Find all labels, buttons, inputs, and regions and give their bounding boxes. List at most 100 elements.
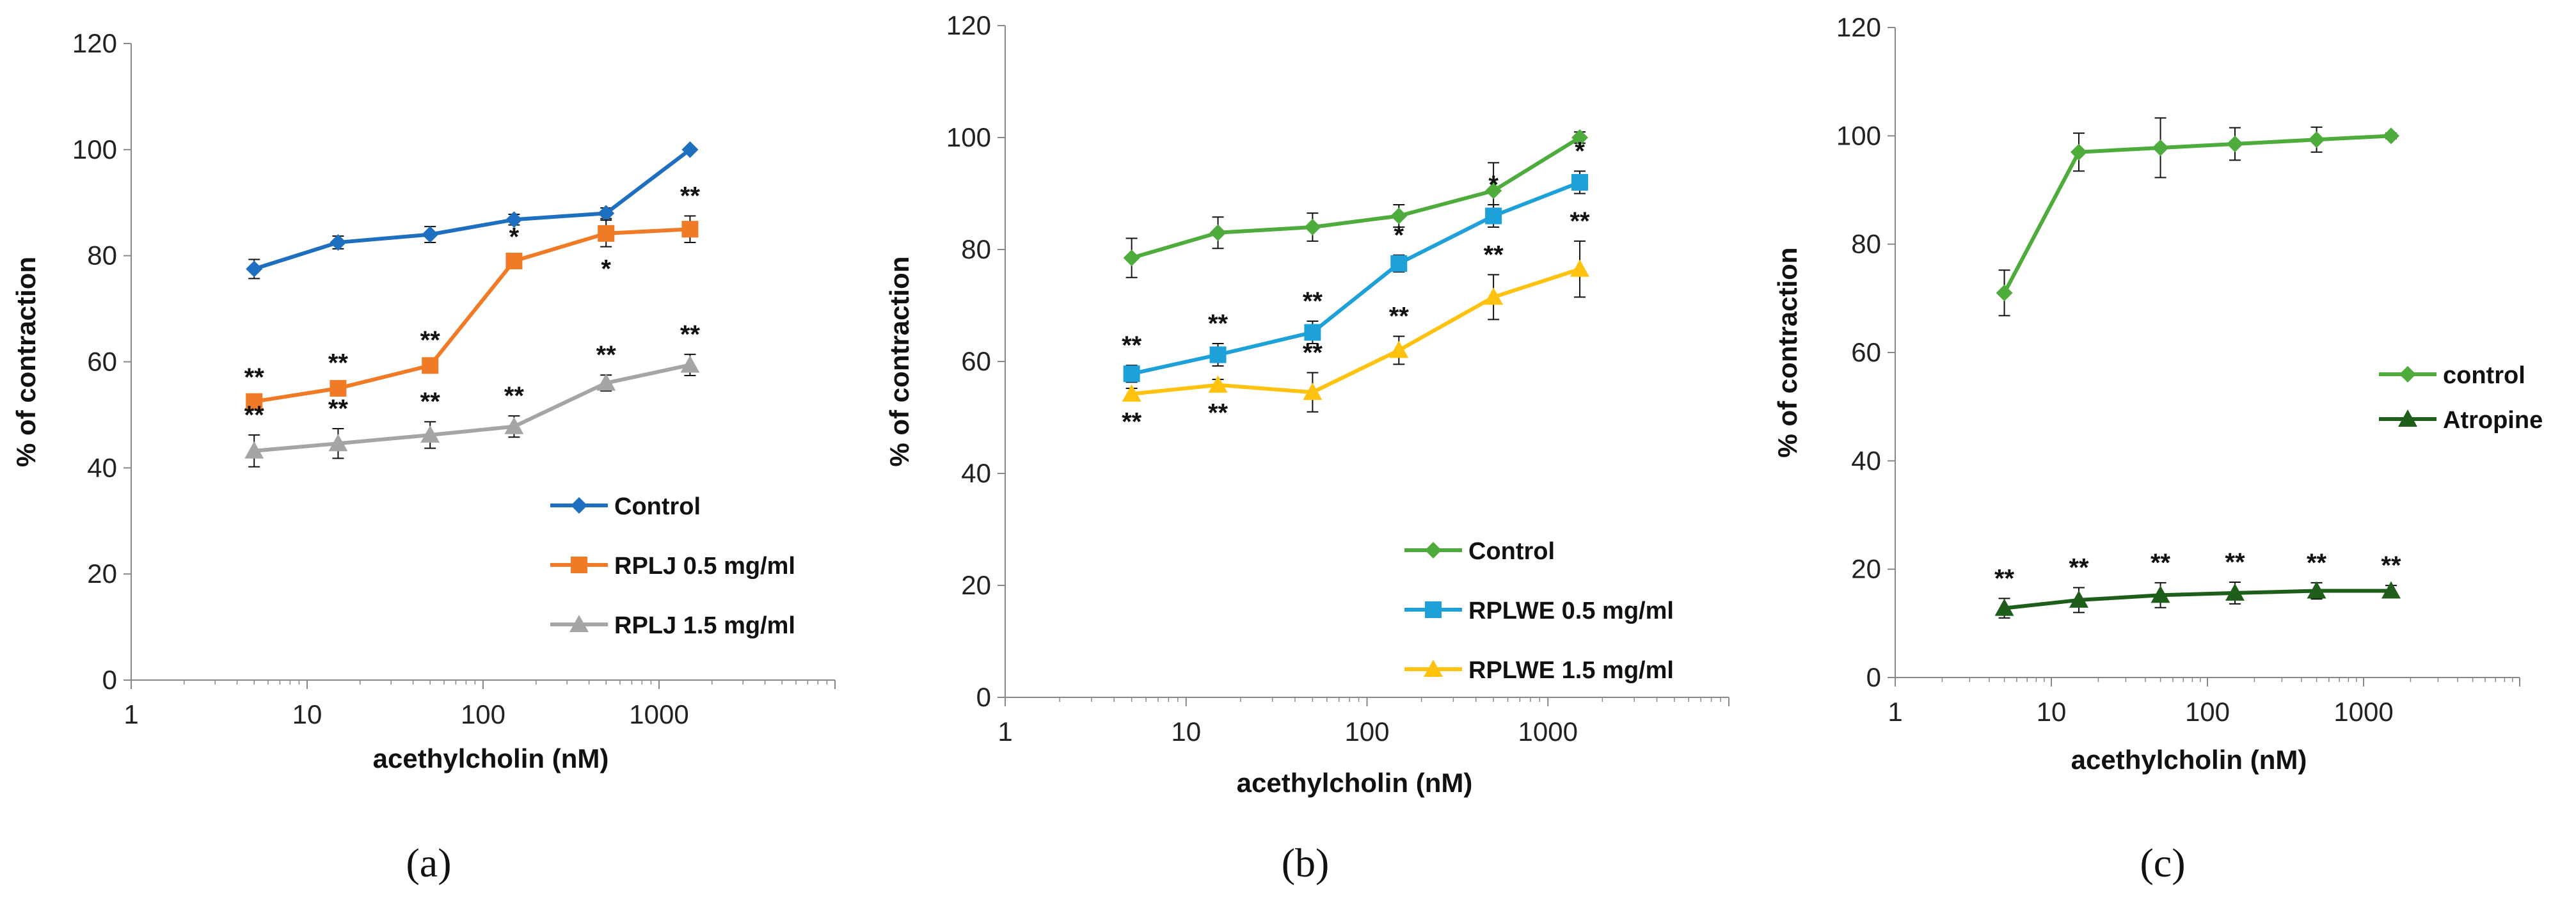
data-point	[1485, 182, 1502, 200]
y-tick-label: 100	[72, 134, 117, 164]
x-tick-label: 1	[1888, 697, 1902, 727]
series-rplwe-1-5-mg-ml: ** ** ** ** ** **	[1122, 207, 1590, 436]
legend-swatch-marker	[571, 557, 587, 573]
significance-label: **	[2151, 549, 2171, 577]
data-point	[681, 221, 699, 238]
significance-label: **	[504, 382, 525, 410]
significance-label: **	[420, 326, 441, 354]
data-point	[330, 379, 347, 397]
significance-label: **	[680, 321, 701, 349]
significance-label: **	[1303, 287, 1323, 315]
series-control	[246, 141, 699, 280]
legend-swatch-marker	[1425, 601, 1442, 618]
significance-label: **	[420, 388, 441, 416]
panel-label: (c)	[2140, 840, 2185, 885]
significance-label: *	[509, 223, 520, 251]
panel-label: (a)	[406, 840, 451, 885]
data-point	[1304, 324, 1321, 341]
data-point	[2226, 136, 2243, 153]
data-point	[422, 226, 439, 243]
x-tick-label: 1000	[629, 699, 688, 729]
x-axis-label: acethylcholin (nM)	[1237, 768, 1473, 798]
significance-label: **	[596, 341, 617, 369]
significance-label: **	[1484, 241, 1504, 269]
data-point	[2308, 131, 2325, 148]
series-rplj-1-5-mg-ml: ** ** ** ** ** **	[244, 321, 701, 468]
y-tick-label: 60	[87, 347, 117, 377]
data-point	[1209, 224, 1227, 241]
legend-swatch-marker	[2399, 366, 2416, 383]
significance-label: **	[244, 401, 265, 429]
x-tick-label: 1	[123, 699, 138, 729]
y-tick-label: 0	[976, 682, 991, 712]
data-point	[1570, 259, 1590, 277]
y-tick-label: 120	[946, 10, 991, 40]
data-point	[505, 211, 523, 228]
data-point	[680, 355, 700, 373]
data-point	[1571, 174, 1589, 191]
panel-label: (b)	[1282, 840, 1330, 885]
data-point	[1209, 346, 1227, 363]
significance-label: **	[2381, 551, 2401, 580]
x-tick-label: 100	[1344, 717, 1389, 747]
data-point	[598, 225, 615, 242]
significance-label: **	[1570, 207, 1590, 235]
data-point	[422, 357, 439, 374]
significance-label: *	[1575, 138, 1585, 166]
y-axis-label: % of contraction	[1772, 247, 1802, 457]
significance-label: **	[1208, 310, 1228, 338]
data-point	[1123, 365, 1140, 383]
data-point	[598, 205, 615, 222]
data-point	[1996, 284, 2013, 301]
data-point	[1122, 384, 1141, 402]
legend-swatch-marker	[569, 615, 589, 632]
data-point	[1994, 598, 2014, 616]
x-tick-label: 100	[461, 699, 505, 729]
legend-label: control	[2443, 362, 2525, 389]
series-control	[1996, 117, 2399, 317]
data-point	[2152, 139, 2169, 156]
x-tick-label: 1000	[2334, 697, 2393, 727]
series-rplwe-0-5-mg-ml: *********	[1122, 138, 1589, 383]
legend-label: RPLJ 0.5 mg/ml	[614, 553, 795, 580]
x-axis-label: acethylcholin (nM)	[2071, 745, 2307, 775]
y-tick-label: 20	[87, 559, 117, 589]
y-tick-label: 80	[961, 234, 991, 264]
legend: Control RPLJ 0.5 mg/ml RPLJ 1.5 mg/ml	[550, 493, 795, 639]
y-tick-label: 0	[102, 665, 117, 695]
series-line	[253, 148, 692, 271]
series-line	[1131, 267, 1580, 396]
significance-label: **	[2225, 548, 2245, 576]
x-tick-label: 100	[2185, 697, 2230, 727]
data-point	[505, 252, 523, 269]
data-point	[2225, 583, 2245, 601]
y-axis-label: % of contraction	[11, 257, 41, 467]
data-point	[2069, 590, 2088, 608]
legend-label: Atropine	[2443, 407, 2543, 434]
series-line	[253, 227, 690, 404]
series-control	[1123, 129, 1589, 278]
y-tick-label: 120	[1836, 12, 1881, 42]
data-point	[1390, 255, 1408, 272]
series-line	[253, 363, 691, 453]
data-point	[1303, 383, 1323, 400]
legend-label: RPLJ 1.5 mg/ml	[614, 612, 795, 639]
significance-label: **	[1122, 331, 1142, 360]
significance-label: **	[328, 349, 349, 377]
data-point	[1485, 207, 1502, 225]
significance-label: **	[1208, 399, 1228, 427]
legend-swatch-marker	[2398, 409, 2417, 427]
data-point	[246, 393, 263, 410]
significance-label: **	[328, 395, 349, 423]
series-line	[2002, 134, 2392, 294]
legend-swatch-marker	[1425, 542, 1442, 559]
y-tick-label: 20	[961, 570, 991, 600]
significance-label: **	[2069, 553, 2089, 582]
significance-label: **	[1303, 339, 1323, 367]
y-tick-label: 20	[1851, 554, 1881, 584]
legend-label: Control	[614, 493, 701, 520]
y-tick-label: 120	[72, 28, 117, 58]
